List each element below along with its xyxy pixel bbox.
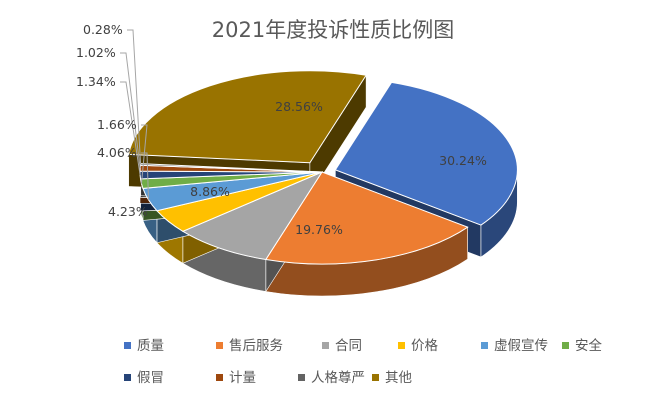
legend-label: 合同 xyxy=(335,338,362,354)
legend-item: 假冒 xyxy=(124,370,164,386)
data-label-9: 28.56% xyxy=(275,99,323,114)
data-label-0: 30.24% xyxy=(439,153,487,168)
legend-label: 计量 xyxy=(229,370,256,386)
legend-swatch xyxy=(124,374,131,381)
data-label-7: 1.02% xyxy=(76,45,116,60)
legend-swatch xyxy=(124,342,131,349)
pie-slice-0 xyxy=(334,81,518,226)
legend-item: 合同 xyxy=(322,338,362,354)
data-labels: 30.24% 19.76% 8.86% 4.23% 4.06% 1.66% 1.34% 1.0… xyxy=(76,22,487,237)
leader-lines xyxy=(120,29,150,200)
legend-swatch xyxy=(322,342,329,349)
legend-item: 虚假宣传 xyxy=(481,338,548,354)
legend-swatch xyxy=(398,342,405,349)
legend-item: 质量 xyxy=(124,338,164,354)
legend-swatch xyxy=(216,374,223,381)
leader-line-5 xyxy=(140,124,148,184)
data-label-2: 8.86% xyxy=(190,184,230,199)
leader-line-4 xyxy=(141,152,150,200)
data-label-8: 0.28% xyxy=(83,22,123,37)
leader-line-8 xyxy=(127,29,142,165)
legend-label: 价格 xyxy=(411,338,438,354)
legend-item: 价格 xyxy=(398,338,438,354)
data-label-1: 19.76% xyxy=(295,222,343,237)
data-label-3: 4.23% xyxy=(108,204,148,219)
legend-swatch xyxy=(216,342,223,349)
data-label-6: 1.34% xyxy=(76,74,116,89)
legend-label: 安全 xyxy=(575,337,603,354)
legend-swatch xyxy=(372,374,379,381)
leader-line-7 xyxy=(120,52,141,169)
pie-slice-2 xyxy=(181,170,324,261)
legend-item: 计量 xyxy=(216,370,256,386)
legend-label: 虚假宣传 xyxy=(494,338,548,354)
pie-slice-9 xyxy=(128,70,367,164)
chart-title: 2021年度投诉性质比例图 xyxy=(212,18,454,42)
legend-item: 人格尊严 xyxy=(298,370,365,386)
legend-swatch xyxy=(298,374,305,381)
legend-label: 其他 xyxy=(385,370,412,386)
legend-label: 售后服务 xyxy=(229,338,283,354)
pie-tops xyxy=(128,70,518,265)
legend-item: 安全 xyxy=(562,337,603,354)
legend-label: 假冒 xyxy=(137,370,164,386)
data-label-4: 4.06% xyxy=(97,145,137,160)
legend-item: 售后服务 xyxy=(216,338,283,354)
leader-line-6 xyxy=(120,81,141,176)
legend-swatch xyxy=(481,342,488,349)
legend-label: 人格尊严 xyxy=(311,370,365,386)
data-label-5: 1.66% xyxy=(97,117,137,132)
legend-item: 其他 xyxy=(372,370,412,386)
legend-swatch xyxy=(562,342,569,349)
legend-label: 质量 xyxy=(137,338,164,354)
pie-slice-1 xyxy=(264,171,469,265)
